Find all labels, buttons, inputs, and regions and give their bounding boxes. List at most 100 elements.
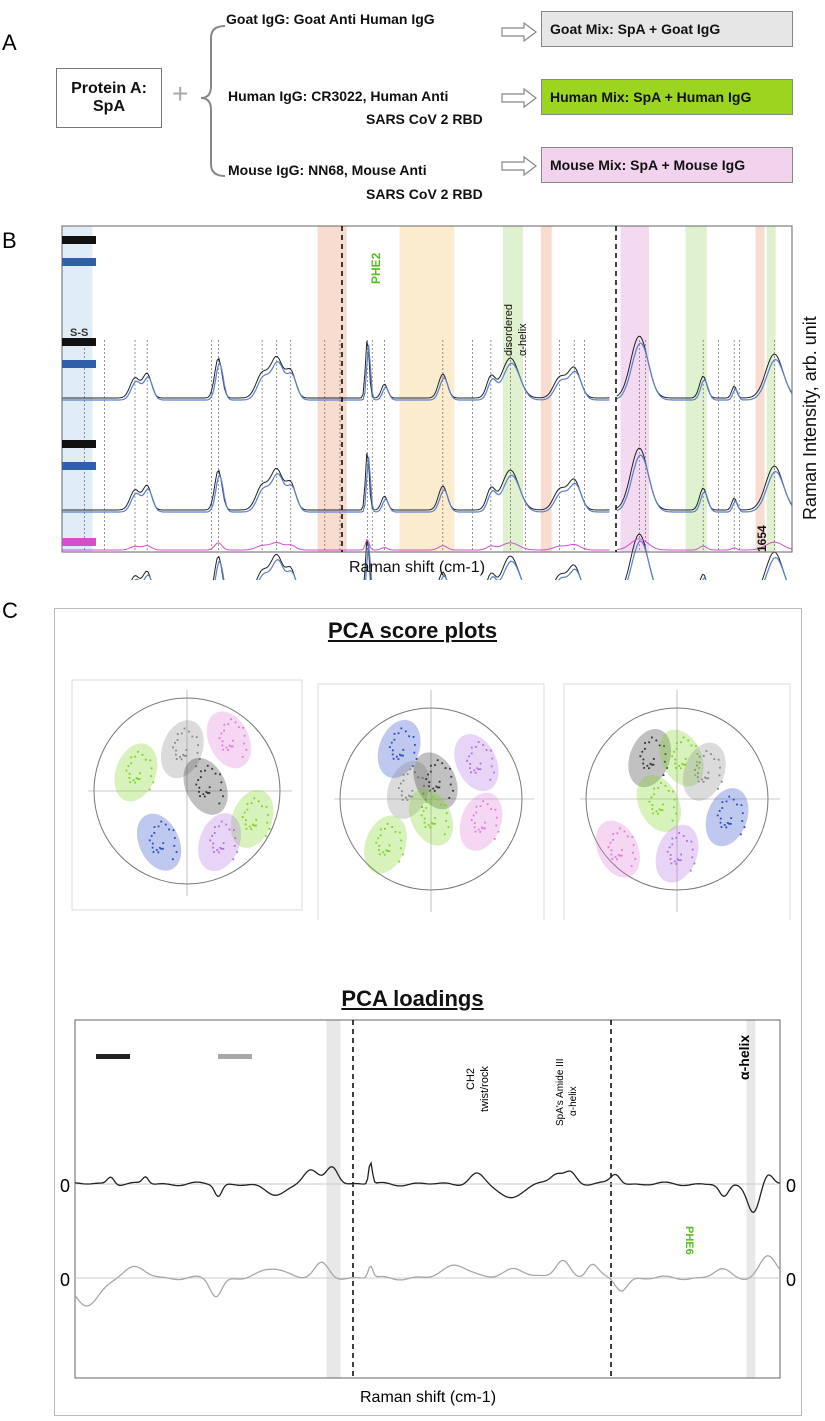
point: [470, 771, 472, 774]
cluster-mouse-mix: [655, 824, 699, 883]
ch2-note: CH2: [465, 1068, 477, 1090]
point: [644, 747, 646, 750]
point: [232, 739, 234, 742]
point: [619, 854, 621, 857]
point: [158, 846, 161, 849]
x-axis-title: Raman shift (cm-1): [349, 559, 485, 576]
point: [728, 795, 731, 798]
point: [125, 769, 128, 772]
protein-a-box: Protein A: SpA: [56, 68, 162, 128]
point: [641, 750, 644, 753]
point: [662, 774, 665, 777]
point: [644, 742, 646, 744]
arrow-icon-human: [501, 87, 537, 109]
loading-band-1: [746, 1020, 756, 1378]
point: [678, 859, 681, 862]
point: [199, 795, 201, 798]
loading-bands: [326, 1020, 756, 1378]
point: [648, 800, 651, 803]
point: [682, 736, 685, 739]
point: [152, 851, 155, 853]
point: [707, 777, 710, 780]
point: [690, 840, 693, 843]
point: [725, 800, 728, 803]
point: [669, 854, 672, 856]
mouse-branch-label-1: Mouse IgG: NN68, Mouse Anti: [228, 162, 427, 178]
legend-swatch-0: [62, 236, 96, 244]
point: [196, 751, 199, 754]
band-8: [766, 226, 776, 552]
point: [212, 842, 215, 845]
point: [689, 869, 692, 872]
point: [138, 778, 141, 780]
point: [680, 853, 682, 856]
pc2-loading-curve: [74, 1255, 781, 1307]
point: [678, 764, 681, 767]
point: [206, 792, 209, 794]
point: [632, 851, 634, 854]
point: [219, 773, 221, 776]
point: [264, 835, 267, 837]
point: [197, 744, 199, 747]
point: [422, 810, 425, 812]
pc2-zero-right: 0: [786, 1270, 796, 1290]
point: [691, 848, 694, 851]
point: [220, 781, 223, 784]
point: [621, 849, 623, 851]
point: [228, 828, 231, 831]
point: [480, 826, 483, 829]
point: [490, 808, 492, 810]
point: [248, 825, 251, 828]
point: [435, 785, 438, 788]
point: [429, 800, 432, 803]
point: [203, 795, 206, 798]
point: [162, 847, 164, 850]
point: [132, 779, 135, 782]
point: [255, 818, 258, 821]
phe6-note: PHE6: [683, 1226, 695, 1255]
point: [391, 826, 394, 828]
band-4: [540, 226, 552, 552]
point: [150, 834, 153, 837]
point: [610, 853, 613, 856]
point: [173, 837, 176, 840]
point: [441, 762, 444, 765]
point: [658, 808, 661, 811]
point: [182, 753, 185, 756]
point: [664, 753, 667, 755]
point: [268, 827, 271, 830]
point: [222, 795, 224, 798]
pca-score-title: PCA score plots: [327, 618, 498, 643]
point: [728, 822, 731, 825]
point: [390, 741, 393, 744]
point: [250, 802, 253, 805]
pc2-zero-left: 0: [60, 1270, 70, 1290]
loadings-x-axis-title: Raman shift (cm-1): [360, 1389, 496, 1406]
point: [172, 746, 174, 749]
point: [651, 808, 654, 810]
point: [404, 730, 407, 733]
point: [630, 865, 633, 868]
point: [698, 761, 701, 764]
point: [702, 780, 705, 783]
point: [204, 769, 206, 772]
point: [379, 834, 382, 837]
point: [266, 821, 269, 824]
point: [445, 812, 448, 815]
point: [489, 778, 492, 781]
point: [137, 750, 139, 753]
point: [148, 839, 151, 842]
point: [666, 850, 669, 853]
point: [243, 811, 246, 814]
point: [678, 832, 681, 834]
cluster-mouse-mix: [198, 813, 241, 872]
point: [191, 735, 194, 738]
point: [623, 830, 626, 833]
point: [400, 727, 403, 730]
point: [214, 772, 217, 775]
legend: [62, 236, 96, 546]
point: [421, 777, 424, 779]
point: [388, 746, 391, 749]
point: [206, 764, 209, 767]
point: [261, 805, 263, 808]
